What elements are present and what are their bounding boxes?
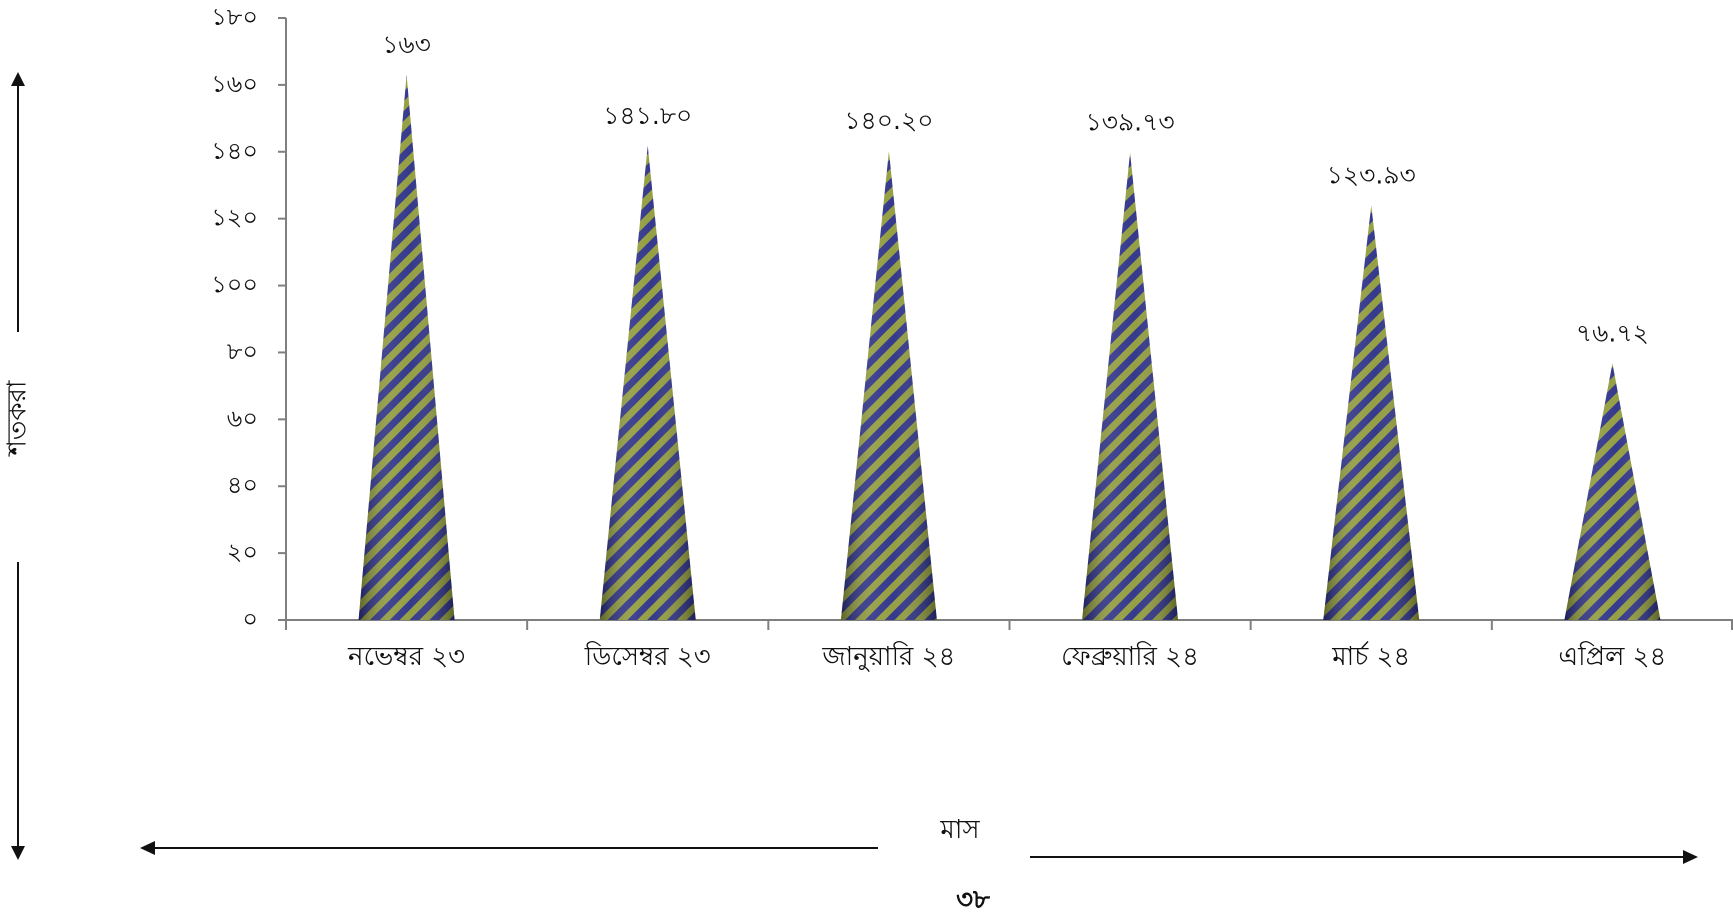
data-label: ১৪০.২০ — [844, 106, 933, 135]
cone-bar-shade — [358, 74, 455, 621]
y-tick-label: ১৬০ — [211, 70, 258, 98]
cone-bar — [1323, 205, 1420, 620]
y-arrow-down-head — [11, 846, 25, 860]
cone-bar — [1564, 363, 1661, 620]
x-arrow-left-head — [140, 841, 155, 855]
x-axis-title-group: মাস — [140, 815, 1698, 864]
category-label: মার্চ ২৪ — [1331, 641, 1410, 672]
cone-bar-shade — [840, 151, 937, 620]
y-tick-label: ৮০ — [227, 337, 258, 365]
category-labels: নভেম্বর ২৩ ডিসেম্বর ২৩ জানুয়ারি ২৪ ফেব্রুয… — [347, 641, 1666, 672]
cone-bar-shade — [1082, 152, 1179, 620]
x-arrow-right-head — [1683, 850, 1698, 864]
y-axis-title: শতকরা — [3, 380, 33, 457]
data-label: ১২৩.৯৩ — [1327, 161, 1416, 190]
y-tick-label: ১৮০ — [211, 3, 258, 31]
y-tick-label: ১৪০ — [211, 137, 258, 165]
data-labels: ১৬৩ ১৪১.৮০ ১৪০.২০ ১৩৯.৭৩ ১২৩.৯৩ ৭৬.৭২ — [382, 30, 1649, 348]
page-number: ৩৮ — [956, 885, 991, 915]
y-tick-label: ৬০ — [227, 404, 258, 432]
category-label: ডিসেম্বর ২৩ — [584, 641, 711, 672]
y-tick-label: ০ — [242, 605, 258, 633]
cone-bar — [1082, 152, 1179, 620]
cone-bar — [840, 151, 937, 620]
data-label: ১৬৩ — [382, 30, 431, 59]
y-axis-ticks: ০ ২০ ৪০ ৬০ ৮০ ১০০ ১২০ ১৪০ ১৬০ ১৮০ — [211, 3, 286, 633]
category-label: এপ্রিল ২৪ — [1558, 641, 1666, 672]
cone-bar — [599, 145, 696, 620]
y-arrow-up-head — [11, 72, 25, 86]
y-tick-label: ৪০ — [227, 471, 258, 499]
cone-bar — [358, 74, 455, 621]
data-label: ১৪১.৮০ — [603, 101, 692, 130]
category-label: জানুয়ারি ২৪ — [821, 641, 955, 672]
cone-bar-shade — [1564, 363, 1661, 620]
cone-bar-shade — [1323, 205, 1420, 620]
cone-marks — [358, 74, 1661, 621]
y-tick-label: ২০ — [227, 538, 258, 566]
y-tick-label: ১০০ — [211, 271, 258, 299]
cone-bar-shade — [599, 145, 696, 620]
x-axis-title: মাস — [939, 815, 980, 845]
category-label: নভেম্বর ২৩ — [347, 642, 465, 672]
y-tick-label: ১২০ — [211, 204, 258, 232]
data-label: ৭৬.৭২ — [1576, 318, 1649, 347]
data-label: ১৩৯.৭৩ — [1085, 108, 1174, 137]
y-axis-title-group: শতকরা — [3, 72, 33, 860]
x-axis-ticks — [285, 620, 1733, 630]
category-label: ফেব্রুয়ারি ২৪ — [1061, 641, 1199, 672]
